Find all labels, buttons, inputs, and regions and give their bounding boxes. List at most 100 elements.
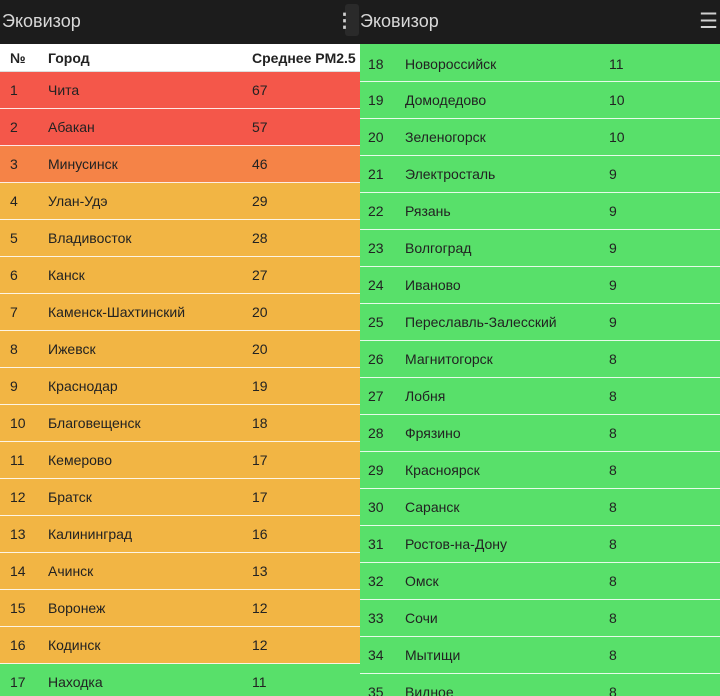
row-city: Зеленогорск	[405, 129, 486, 145]
table-row[interactable]: 16 Кодинск 12	[0, 627, 360, 664]
row-pm: 17	[252, 452, 268, 468]
row-number: 17	[10, 674, 26, 690]
row-number: 3	[10, 156, 18, 172]
table-row[interactable]: 2 Абакан 57	[0, 109, 360, 146]
table-row[interactable]: 33 Сочи 8	[360, 600, 720, 637]
row-city: Иваново	[405, 277, 461, 293]
table-row[interactable]: 26 Магнитогорск 8	[360, 341, 720, 378]
row-city: Калининград	[48, 526, 133, 542]
table-row[interactable]: 6 Канск 27	[0, 257, 360, 294]
row-pm: 8	[609, 647, 617, 663]
table-row[interactable]: 19 Домодедово 10	[360, 82, 720, 119]
row-city: Кодинск	[48, 637, 101, 653]
table-row[interactable]: 22 Рязань 9	[360, 193, 720, 230]
row-pm: 10	[609, 129, 625, 145]
table-row[interactable]: 15 Воронеж 12	[0, 590, 360, 627]
table-row[interactable]: 20 Зеленогорск 10	[360, 119, 720, 156]
row-pm: 20	[252, 304, 268, 320]
table-row[interactable]: 30 Саранск 8	[360, 489, 720, 526]
ranking-table: № Город Среднее PM2.5 1 Чита 67 2 Абакан 57 3 М…	[0, 44, 360, 696]
row-number: 11	[10, 452, 25, 468]
table-row[interactable]: 5 Владивосток 28	[0, 220, 360, 257]
table-row[interactable]: 11 Кемерово 17	[0, 442, 360, 479]
row-number: 15	[10, 600, 26, 616]
row-pm: 8	[609, 573, 617, 589]
app-title: Эковизор	[2, 11, 81, 31]
table-row[interactable]: 31 Ростов-на-Дону 8	[360, 526, 720, 563]
row-number: 24	[368, 277, 384, 293]
row-number: 33	[368, 610, 384, 626]
row-pm: 46	[252, 156, 268, 172]
row-number: 31	[368, 536, 384, 552]
table-row[interactable]: 9 Краснодар 19	[0, 368, 360, 405]
row-city: Саранск	[405, 499, 460, 515]
row-city: Ижевск	[48, 341, 96, 357]
row-number: 13	[10, 526, 26, 542]
row-number: 1	[10, 82, 18, 98]
row-pm: 16	[252, 526, 268, 542]
left-screen: Эковизор ⋮ № Город Среднее PM2.5 1 Чита 67…	[0, 0, 360, 696]
row-pm: 28	[252, 230, 268, 246]
table-row[interactable]: 12 Братск 17	[0, 479, 360, 516]
table-row[interactable]: 3 Минусинск 46	[0, 146, 360, 183]
table-row[interactable]: 23 Волгоград 9	[360, 230, 720, 267]
row-number: 34	[368, 647, 384, 663]
top-bar: Эковизор ☰	[360, 0, 720, 44]
table-header: № Город Среднее PM2.5	[0, 44, 360, 72]
row-city: Воронеж	[48, 600, 106, 616]
table-row[interactable]: 28 Фрязино 8	[360, 415, 720, 452]
table-row[interactable]: 4 Улан-Удэ 29	[0, 183, 360, 220]
row-pm: 8	[609, 536, 617, 552]
header-city: Город	[48, 50, 90, 66]
row-number: 35	[368, 684, 384, 696]
table-row[interactable]: 10 Благовещенск 18	[0, 405, 360, 442]
more-icon[interactable]: ⋮	[335, 11, 354, 32]
row-pm: 8	[609, 425, 617, 441]
row-number: 28	[368, 425, 384, 441]
row-pm: 19	[252, 378, 268, 394]
table-row[interactable]: 34 Мытищи 8	[360, 637, 720, 674]
table-row[interactable]: 29 Красноярск 8	[360, 452, 720, 489]
table-row[interactable]: 14 Ачинск 13	[0, 553, 360, 590]
row-city: Ростов-на-Дону	[405, 536, 507, 552]
table-row[interactable]: 35 Видное 8	[360, 674, 720, 696]
table-row[interactable]: 1 Чита 67	[0, 72, 360, 109]
row-city: Лобня	[405, 388, 446, 404]
table-row[interactable]: 21 Электросталь 9	[360, 156, 720, 193]
row-city: Краснодар	[48, 378, 118, 394]
row-city: Кемерово	[48, 452, 112, 468]
row-pm: 13	[252, 563, 268, 579]
row-number: 7	[10, 304, 18, 320]
table-row[interactable]: 13 Калининград 16	[0, 516, 360, 553]
row-number: 10	[10, 415, 26, 431]
table-row[interactable]: 17 Находка 11	[0, 664, 360, 696]
table-row[interactable]: 27 Лобня 8	[360, 378, 720, 415]
row-city: Волгоград	[405, 240, 472, 256]
row-city: Минусинск	[48, 156, 118, 172]
table-row[interactable]: 24 Иваново 9	[360, 267, 720, 304]
row-number: 12	[10, 489, 26, 505]
row-number: 22	[368, 203, 384, 219]
row-number: 4	[10, 193, 18, 209]
row-pm: 9	[609, 314, 617, 330]
ranking-table: 18 Новороссийск 11 19 Домодедово 10 20 Зеленого…	[360, 44, 720, 696]
menu-icon[interactable]: ☰	[699, 10, 718, 33]
table-row[interactable]: 7 Каменск-Шахтинский 20	[0, 294, 360, 331]
row-city: Рязань	[405, 203, 451, 219]
row-number: 8	[10, 341, 18, 357]
table-row[interactable]: 18 Новороссийск 11	[360, 44, 720, 82]
table-row[interactable]: 8 Ижевск 20	[0, 331, 360, 368]
row-number: 32	[368, 573, 384, 589]
row-pm: 11	[609, 56, 624, 72]
row-city: Фрязино	[405, 425, 461, 441]
row-pm: 8	[609, 610, 617, 626]
row-number: 5	[10, 230, 18, 246]
row-city: Омск	[405, 573, 439, 589]
row-number: 14	[10, 563, 26, 579]
row-pm: 27	[252, 267, 268, 283]
row-pm: 20	[252, 341, 268, 357]
row-number: 16	[10, 637, 26, 653]
table-row[interactable]: 25 Переславль-Залесский 9	[360, 304, 720, 341]
row-pm: 8	[609, 499, 617, 515]
table-row[interactable]: 32 Омск 8	[360, 563, 720, 600]
